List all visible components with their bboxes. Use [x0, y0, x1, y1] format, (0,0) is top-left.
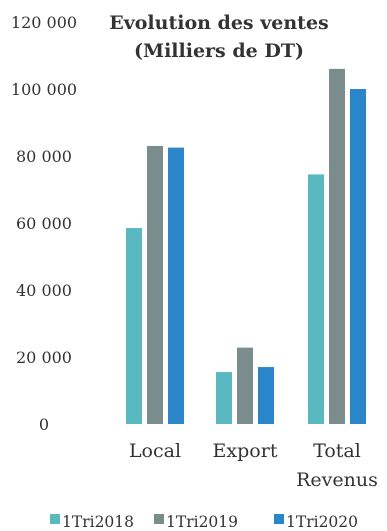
bar [168, 147, 184, 424]
legend-label: 1Tri2018 [62, 513, 134, 531]
x-category-label: Local [129, 440, 181, 462]
bar [216, 372, 232, 424]
x-category-label: Revenus [296, 469, 378, 491]
legend: 1Tri2018 1Tri2019 1Tri2020 [50, 513, 358, 531]
legend-swatch [274, 514, 284, 524]
y-tick-label: 20 000 [16, 348, 72, 367]
y-tick-label: 80 000 [16, 147, 72, 166]
y-tick-label: 0 [39, 415, 49, 434]
y-tick-label: 120 000 [11, 13, 77, 32]
bar-series-group [126, 68, 366, 425]
x-axis-category-labels: Local Export Total Revenus [129, 440, 378, 491]
x-category-label: Total [313, 440, 361, 462]
y-axis-tick-labels: 0 20 000 40 000 60 000 80 000 100 000 120 000 [11, 13, 77, 434]
bar [126, 228, 142, 424]
bar [308, 174, 324, 424]
x-category-label: Export [213, 440, 278, 462]
bar [329, 68, 345, 425]
bar [350, 89, 366, 424]
legend-label: 1Tri2019 [166, 513, 238, 531]
bar [147, 145, 163, 424]
legend-label: 1Tri2020 [286, 513, 358, 531]
chart-title-line-1: Evolution des ventes [109, 12, 329, 34]
bar [237, 347, 253, 424]
chart-title-line-2: (Milliers de DT) [134, 40, 304, 62]
y-tick-label: 100 000 [11, 80, 77, 99]
y-tick-label: 60 000 [16, 214, 72, 233]
legend-swatch [154, 514, 164, 524]
bar [258, 367, 274, 424]
legend-swatch [50, 514, 60, 524]
y-tick-label: 40 000 [16, 281, 72, 300]
